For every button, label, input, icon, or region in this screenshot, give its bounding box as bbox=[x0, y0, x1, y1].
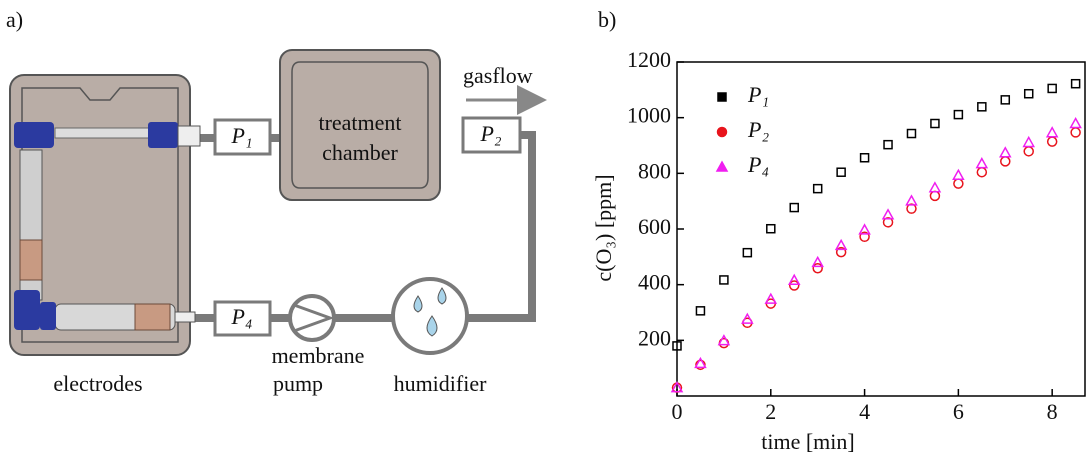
data-point bbox=[930, 191, 939, 200]
data-point bbox=[931, 120, 939, 128]
y-tick-label: 1200 bbox=[627, 47, 671, 72]
connector bbox=[175, 312, 195, 322]
plot-frame bbox=[677, 62, 1085, 396]
chamber-label: chamber bbox=[322, 140, 398, 165]
panel-label: b) bbox=[598, 7, 616, 32]
legend-marker bbox=[717, 162, 727, 171]
data-point bbox=[1047, 128, 1057, 137]
data-point bbox=[907, 130, 915, 138]
y-tick-label: 600 bbox=[638, 214, 671, 239]
y-tick-label: 400 bbox=[638, 270, 671, 295]
chamber-label: treatment bbox=[318, 110, 401, 135]
x-axis-label: time [min] bbox=[761, 429, 854, 454]
electrode-core bbox=[135, 304, 170, 330]
data-point bbox=[1072, 80, 1080, 88]
data-point bbox=[861, 154, 869, 162]
data-point bbox=[789, 275, 799, 284]
legend-marker bbox=[718, 93, 726, 101]
data-point bbox=[767, 225, 775, 233]
y-axis-label: c(O₃) [ppm] bbox=[591, 174, 616, 281]
pump-label: pump bbox=[273, 371, 323, 396]
fitting bbox=[40, 302, 56, 330]
data-point bbox=[813, 257, 823, 266]
data-point bbox=[790, 204, 798, 212]
data-point bbox=[977, 168, 986, 177]
data-point bbox=[814, 185, 822, 193]
chart: b) time [min] c(O₃) [ppm] 200 400 600 800 10… bbox=[591, 7, 1085, 454]
data-point bbox=[743, 249, 751, 257]
x-tick-label: 4 bbox=[859, 399, 870, 424]
x-tick-label: 6 bbox=[953, 399, 964, 424]
data-point bbox=[1000, 148, 1010, 157]
data-point bbox=[1024, 137, 1034, 146]
data-point bbox=[954, 179, 963, 188]
data-point bbox=[954, 111, 962, 119]
data-point bbox=[813, 264, 822, 273]
data-point bbox=[977, 159, 987, 168]
humidifier-label: humidifier bbox=[394, 371, 488, 396]
y-tick-label: 1000 bbox=[627, 103, 671, 128]
gasflow-label: gasflow bbox=[463, 63, 533, 88]
y-tick-label: 200 bbox=[638, 325, 671, 350]
data-point bbox=[978, 103, 986, 111]
electrodes-label: electrodes bbox=[53, 371, 142, 396]
y-tick-label: 800 bbox=[638, 158, 671, 183]
data-point bbox=[953, 170, 963, 179]
x-tick-label: 0 bbox=[672, 399, 683, 424]
data-point bbox=[837, 168, 845, 176]
fitting bbox=[14, 122, 54, 148]
data-point bbox=[696, 307, 704, 315]
legend-marker bbox=[718, 128, 727, 137]
data-point bbox=[1001, 157, 1010, 166]
connector bbox=[178, 126, 200, 146]
data-point bbox=[1025, 90, 1033, 98]
data-point bbox=[1048, 137, 1057, 146]
electrode-core bbox=[20, 240, 42, 280]
data-point bbox=[1024, 147, 1033, 156]
x-tick-label: 8 bbox=[1047, 399, 1058, 424]
x-tick-label: 2 bbox=[765, 399, 776, 424]
legend-label: P₂ bbox=[747, 117, 769, 142]
data-point bbox=[1071, 128, 1080, 137]
data-point bbox=[1071, 119, 1081, 128]
legend-label: P₄ bbox=[747, 152, 769, 177]
data-point bbox=[930, 183, 940, 192]
data-point bbox=[884, 141, 892, 149]
sensor-label: P₄ bbox=[230, 304, 252, 329]
sensor-label: P₂ bbox=[479, 121, 501, 146]
data-point bbox=[720, 276, 728, 284]
data-point bbox=[1001, 96, 1009, 104]
fitting bbox=[148, 122, 178, 148]
page: {"diagram": {"label": "a)", "gasflow": "… bbox=[0, 0, 1086, 462]
sensor-label: P₁ bbox=[230, 123, 252, 148]
pump-label: membrane bbox=[272, 343, 365, 368]
tube bbox=[55, 128, 155, 138]
humidifier bbox=[393, 279, 467, 353]
legend-label: P₁ bbox=[747, 82, 769, 107]
fitting bbox=[14, 290, 40, 330]
diagram: a) treatment chamber P₁ P₂ P₄ gasflow bbox=[6, 7, 535, 396]
data-point bbox=[1048, 84, 1056, 92]
panel-label: a) bbox=[6, 7, 23, 32]
figure: a) treatment chamber P₁ P₂ P₄ gasflow bbox=[0, 0, 1086, 462]
